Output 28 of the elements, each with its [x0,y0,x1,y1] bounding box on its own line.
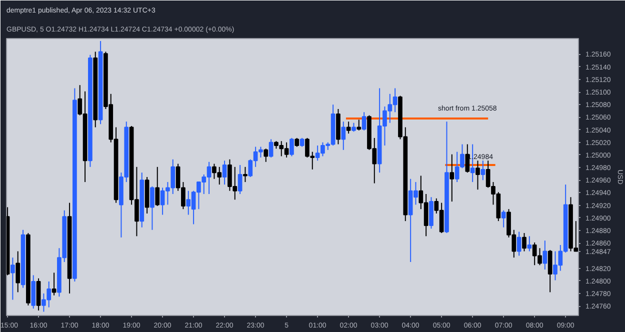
candlestick [155,166,160,206]
candlestick [52,272,56,296]
candlestick [222,160,227,186]
candlestick [516,231,522,256]
candlestick [548,250,552,293]
candlestick [150,186,154,230]
candlestick [238,164,242,194]
candlestick [10,257,15,300]
candlestick [243,166,248,183]
candlestick [465,144,470,174]
candlestick [450,154,454,202]
candlestick [522,232,526,252]
candlestick [264,148,268,162]
candlestick [346,121,351,134]
candlestick [527,236,532,252]
candlestick [429,196,434,230]
candlestick [356,119,362,131]
candlestick [480,160,486,181]
candlestick [341,121,346,150]
candlestick [268,138,274,158]
candlestick [290,137,294,157]
candlestick [501,210,506,228]
candlestick [362,112,366,131]
candlestick [16,250,20,293]
candlestick [36,278,41,311]
candlestick [542,240,548,270]
candlestick [476,160,480,190]
candlestick [31,274,36,310]
